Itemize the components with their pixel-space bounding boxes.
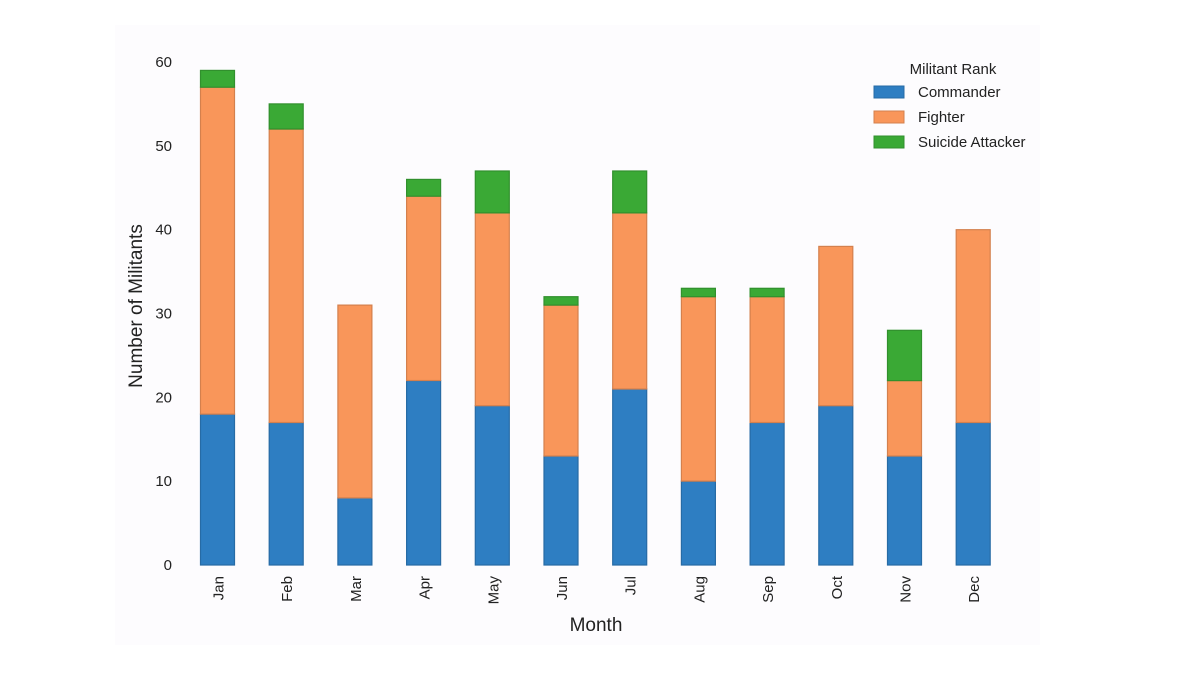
bar-fighter-dec xyxy=(955,229,991,424)
bar-suicide-attacker-jun xyxy=(543,296,579,306)
bar-fighter-aug xyxy=(680,296,717,482)
bar-commander-sep xyxy=(749,421,785,566)
x-tick-label: Aug xyxy=(691,576,708,603)
bar-commander-oct xyxy=(818,405,854,566)
bar-commander-may xyxy=(474,405,510,566)
legend-swatch-commander xyxy=(873,85,905,99)
bar-suicide-attacker-apr xyxy=(406,178,442,197)
y-tick-label: 60 xyxy=(155,54,172,71)
bar-fighter-apr xyxy=(406,195,442,382)
bar-suicide-attacker-jul xyxy=(612,170,648,214)
x-tick-label: Jan xyxy=(211,576,228,600)
bar-suicide-attacker-sep xyxy=(749,287,785,298)
legend-label-commander: Commander xyxy=(918,84,1001,101)
bar-commander-jul xyxy=(612,388,648,566)
bar-fighter-jan xyxy=(199,86,236,415)
legend-swatch-suicide-attacker xyxy=(873,135,905,149)
y-axis-title: Number of Militants xyxy=(126,224,147,388)
x-tick-label: Jul xyxy=(623,576,640,595)
y-tick-label: 20 xyxy=(155,389,172,406)
bar-commander-apr xyxy=(406,380,442,566)
bar-commander-aug xyxy=(680,480,717,566)
legend-swatch-fighter xyxy=(873,110,905,124)
bar-commander-mar xyxy=(337,497,373,566)
y-tick-label: 40 xyxy=(155,222,172,239)
bar-commander-jan xyxy=(199,413,236,566)
x-tick-label: Oct xyxy=(829,575,846,599)
bar-suicide-attacker-feb xyxy=(268,103,304,130)
bar-suicide-attacker-aug xyxy=(680,287,717,298)
x-tick-label: Apr xyxy=(417,576,434,599)
legend-title: Militant Rank xyxy=(910,61,997,78)
x-tick-label: Mar xyxy=(348,576,365,602)
bar-suicide-attacker-jan xyxy=(199,69,236,88)
bar-suicide-attacker-may xyxy=(474,170,510,214)
x-tick-label: May xyxy=(485,576,502,605)
x-tick-labels: Jan Feb Mar Apr May Jun Jul Aug Sep Oct Nov Dec xyxy=(211,575,984,604)
bar-commander-dec xyxy=(955,421,991,566)
y-tick-label: 0 xyxy=(164,557,172,574)
bar-fighter-may xyxy=(474,212,510,407)
y-tick-label: 10 xyxy=(155,473,172,490)
x-tick-label: Nov xyxy=(898,576,915,603)
bar-fighter-nov xyxy=(886,380,923,457)
legend-label-fighter: Fighter xyxy=(918,109,965,126)
y-tick-label: 50 xyxy=(155,138,172,155)
y-tick-label: 30 xyxy=(155,306,172,323)
x-axis-title: Month xyxy=(570,615,623,636)
bar-commander-jun xyxy=(543,455,579,566)
bar-fighter-jun xyxy=(543,304,579,457)
x-tick-label: Sep xyxy=(760,576,777,603)
legend-label-suicide-attacker: Suicide Attacker xyxy=(918,134,1026,151)
bar-fighter-feb xyxy=(268,128,304,424)
x-tick-label: Feb xyxy=(279,576,296,602)
x-tick-label: Jun xyxy=(554,576,571,600)
bars-group xyxy=(199,69,991,566)
bar-fighter-mar xyxy=(337,304,373,499)
legend: Militant Rank Commander Fighter Suicide At… xyxy=(873,61,1026,151)
bar-commander-feb xyxy=(268,421,304,566)
bar-fighter-oct xyxy=(818,245,854,407)
bar-fighter-sep xyxy=(749,296,785,424)
y-tick-labels: 0 10 20 30 40 50 60 xyxy=(155,54,172,574)
x-tick-label: Dec xyxy=(966,576,983,603)
bar-commander-nov xyxy=(886,455,923,566)
bar-suicide-attacker-nov xyxy=(886,329,923,382)
bar-fighter-jul xyxy=(612,212,648,390)
